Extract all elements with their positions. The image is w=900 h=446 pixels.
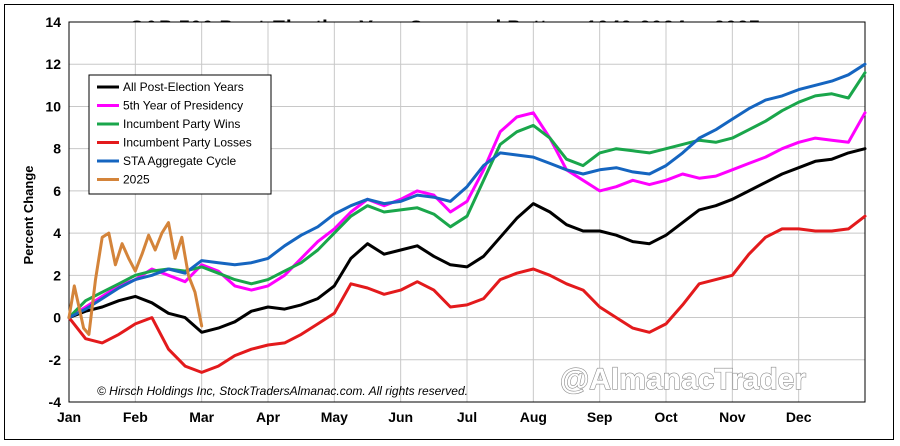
y-tick-label: 4	[53, 225, 61, 241]
x-tick-label: Jul	[457, 409, 477, 425]
y-tick-label: 10	[45, 98, 61, 114]
x-tick-label: Jan	[57, 409, 81, 425]
x-tick-label: Feb	[123, 409, 148, 425]
x-tick-label: May	[321, 409, 348, 425]
legend-label: Incumbent Party Losses	[123, 136, 252, 150]
series-line-3	[67, 214, 867, 374]
chart-svg: S&P 500 Post-Election Year Seasonal Patt…	[21, 14, 867, 425]
x-tick-label: Sep	[587, 409, 613, 425]
x-tick-label: Apr	[256, 409, 281, 425]
legend-label: Incumbent Party Wins	[123, 117, 240, 131]
legend-box	[88, 74, 272, 195]
series-line-1	[67, 111, 867, 320]
series-line-0	[67, 147, 867, 334]
chart-frame: S&P 500 Post-Election Year Seasonal Patt…	[4, 4, 894, 440]
copyright-notice: © Hirsch Holdings Inc, StockTradersAlman…	[97, 384, 468, 398]
y-tick-label: 2	[53, 267, 61, 283]
legend-label: 5th Year of Presidency	[123, 99, 243, 113]
legend-label: 2025	[123, 173, 150, 187]
x-tick-label: Nov	[719, 409, 746, 425]
legend-label: All Post-Election Years	[123, 80, 244, 94]
y-tick-label: 14	[45, 14, 61, 30]
y-tick-label: 6	[53, 183, 61, 199]
x-tick-label: Oct	[654, 409, 678, 425]
axis-layer: -4 -2 0 2 4 6 8 10 12 14 Jan Feb Mar Apr May Jun Jul Aug S…	[45, 14, 866, 425]
x-tick-label: Aug	[520, 409, 547, 425]
x-tick-label: Mar	[189, 409, 214, 425]
y-axis-label: Percent Change	[21, 166, 36, 265]
plot-border	[68, 21, 866, 403]
series-line-5	[67, 221, 204, 336]
series-line-4	[67, 62, 867, 320]
legend-label: STA Aggregate Cycle	[123, 154, 237, 168]
x-tick-label: Dec	[786, 409, 812, 425]
x-tick-label: Jun	[388, 409, 413, 425]
legend: All Post-Election Years 5th Year of Presi…	[88, 74, 272, 195]
watermark: @AlmanacTrader	[560, 363, 806, 396]
y-tick-label: 8	[53, 141, 61, 157]
series-line-2	[67, 71, 867, 320]
y-tick-label: 0	[53, 310, 61, 326]
y-tick-label: -4	[49, 394, 62, 410]
series-layer	[67, 62, 867, 374]
y-tick-label: 12	[45, 56, 61, 72]
y-tick-label: -2	[49, 352, 62, 368]
